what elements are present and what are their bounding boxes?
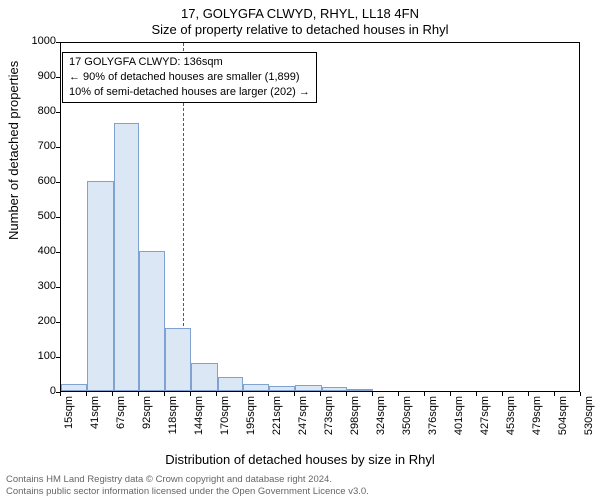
x-tick-label: 530sqm bbox=[584, 396, 595, 456]
x-tick-label: 195sqm bbox=[246, 396, 257, 456]
x-tick-mark bbox=[60, 392, 61, 396]
x-tick-label: 401sqm bbox=[454, 396, 465, 456]
histogram-bar bbox=[87, 181, 113, 391]
histogram-bar bbox=[139, 251, 165, 391]
y-tick-label: 800 bbox=[6, 106, 56, 117]
chart-title-line1: 17, GOLYGFA CLWYD, RHYL, LL18 4FN bbox=[0, 6, 600, 21]
y-tick-label: 600 bbox=[6, 176, 56, 187]
histogram-bar bbox=[347, 389, 373, 391]
x-tick-mark bbox=[502, 392, 503, 396]
y-tick-label: 1000 bbox=[6, 36, 56, 47]
x-tick-mark bbox=[164, 392, 165, 396]
y-tick-label: 400 bbox=[6, 246, 56, 257]
histogram-bar bbox=[269, 386, 295, 391]
x-tick-label: 170sqm bbox=[220, 396, 231, 456]
x-tick-label: 324sqm bbox=[376, 396, 387, 456]
y-tick-mark bbox=[56, 287, 60, 288]
x-tick-mark bbox=[320, 392, 321, 396]
chart-title-line2: Size of property relative to detached ho… bbox=[0, 22, 600, 37]
y-tick-mark bbox=[56, 147, 60, 148]
y-tick-mark bbox=[56, 322, 60, 323]
x-tick-label: 15sqm bbox=[64, 396, 75, 456]
x-tick-mark bbox=[294, 392, 295, 396]
histogram-bar bbox=[61, 384, 87, 391]
x-tick-mark bbox=[138, 392, 139, 396]
x-tick-label: 221sqm bbox=[272, 396, 283, 456]
x-tick-label: 479sqm bbox=[532, 396, 543, 456]
footer-attribution: Contains HM Land Registry data © Crown c… bbox=[6, 474, 369, 498]
x-tick-label: 350sqm bbox=[402, 396, 413, 456]
y-tick-label: 200 bbox=[6, 316, 56, 327]
y-tick-label: 900 bbox=[6, 71, 56, 82]
x-tick-mark bbox=[242, 392, 243, 396]
x-tick-label: 247sqm bbox=[298, 396, 309, 456]
x-tick-label: 118sqm bbox=[168, 396, 179, 456]
x-tick-mark bbox=[476, 392, 477, 396]
x-tick-mark bbox=[580, 392, 581, 396]
x-tick-mark bbox=[554, 392, 555, 396]
x-tick-mark bbox=[268, 392, 269, 396]
y-tick-mark bbox=[56, 217, 60, 218]
y-tick-mark bbox=[56, 112, 60, 113]
y-tick-label: 700 bbox=[6, 141, 56, 152]
histogram-bar bbox=[218, 377, 243, 391]
y-tick-mark bbox=[56, 42, 60, 43]
x-tick-mark bbox=[216, 392, 217, 396]
y-tick-label: 300 bbox=[6, 281, 56, 292]
annotation-line3: 10% of semi-detached houses are larger (… bbox=[69, 85, 310, 100]
annotation-box: 17 GOLYGFA CLWYD: 136sqm ← 90% of detach… bbox=[62, 52, 317, 103]
x-tick-mark bbox=[190, 392, 191, 396]
y-tick-mark bbox=[56, 182, 60, 183]
y-tick-mark bbox=[56, 77, 60, 78]
histogram-bar bbox=[165, 328, 191, 391]
y-tick-label: 100 bbox=[6, 351, 56, 362]
y-tick-label: 0 bbox=[6, 386, 56, 397]
footer-line1: Contains HM Land Registry data © Crown c… bbox=[6, 474, 369, 486]
x-tick-mark bbox=[86, 392, 87, 396]
x-tick-label: 273sqm bbox=[324, 396, 335, 456]
y-tick-mark bbox=[56, 357, 60, 358]
y-tick-label: 500 bbox=[6, 211, 56, 222]
x-tick-label: 92sqm bbox=[142, 396, 153, 456]
x-tick-label: 504sqm bbox=[558, 396, 569, 456]
histogram-bar bbox=[114, 123, 139, 391]
x-tick-label: 41sqm bbox=[90, 396, 101, 456]
histogram-bar bbox=[322, 387, 347, 391]
x-tick-mark bbox=[528, 392, 529, 396]
footer-line2: Contains public sector information licen… bbox=[6, 486, 369, 498]
histogram-bar bbox=[191, 363, 217, 391]
x-tick-mark bbox=[112, 392, 113, 396]
x-tick-mark bbox=[424, 392, 425, 396]
histogram-bar bbox=[243, 384, 269, 391]
y-tick-mark bbox=[56, 252, 60, 253]
x-tick-label: 453sqm bbox=[506, 396, 517, 456]
x-tick-label: 376sqm bbox=[428, 396, 439, 456]
x-tick-mark bbox=[398, 392, 399, 396]
x-tick-label: 144sqm bbox=[194, 396, 205, 456]
x-tick-mark bbox=[346, 392, 347, 396]
x-tick-label: 67sqm bbox=[116, 396, 127, 456]
x-tick-label: 298sqm bbox=[350, 396, 361, 456]
x-tick-mark bbox=[372, 392, 373, 396]
x-tick-label: 427sqm bbox=[480, 396, 491, 456]
chart-container: 17, GOLYGFA CLWYD, RHYL, LL18 4FN Size o… bbox=[0, 0, 600, 500]
annotation-line1: 17 GOLYGFA CLWYD: 136sqm bbox=[69, 55, 310, 70]
histogram-bar bbox=[295, 385, 321, 391]
x-tick-mark bbox=[450, 392, 451, 396]
annotation-line2: ← 90% of detached houses are smaller (1,… bbox=[69, 70, 310, 85]
